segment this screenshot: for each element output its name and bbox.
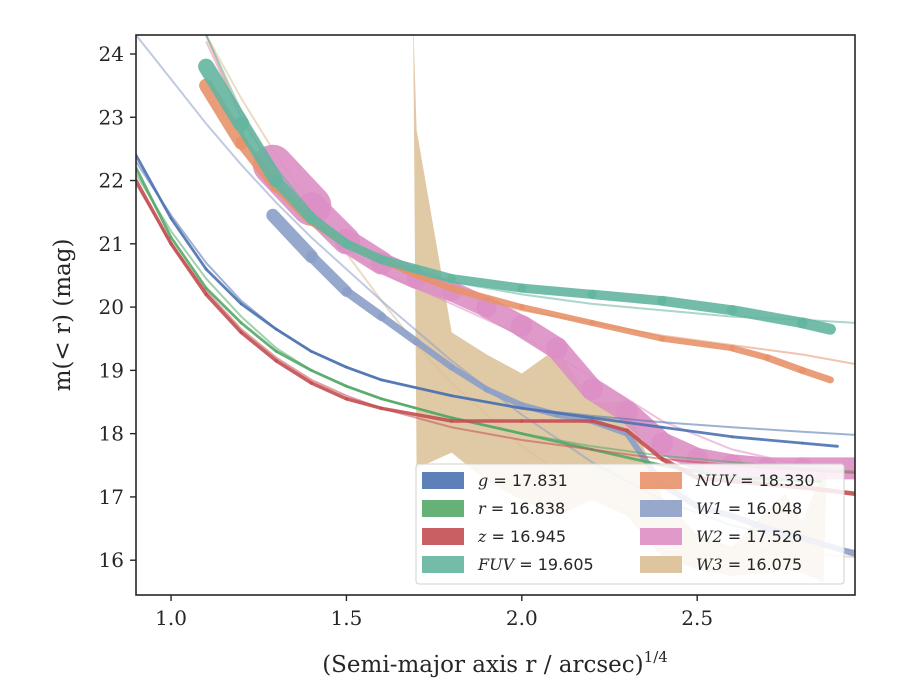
series-NUV-segment <box>413 272 455 292</box>
series-FUV-segment <box>796 317 836 335</box>
y-tick-label: 23 <box>99 105 124 129</box>
series-FUV-segment <box>447 274 527 293</box>
series-g-segment <box>801 441 839 448</box>
series-FUV-segment <box>234 116 284 188</box>
series-W3-band <box>413 35 827 583</box>
series-FUV-fit <box>205 35 855 324</box>
series-g <box>136 153 855 448</box>
series-W1-segment <box>413 338 455 371</box>
y-axis: 16 17 18 19 20 21 22 23 24 <box>99 42 136 572</box>
series-FUV-segment <box>657 295 738 316</box>
series-NUV-segment <box>798 366 834 384</box>
x-tick-label: 1.5 <box>331 606 363 630</box>
series-W1-segment <box>266 208 318 263</box>
y-tick-label: 17 <box>99 485 124 509</box>
series-z-segment <box>204 292 243 335</box>
series-g-segment <box>204 267 243 306</box>
series-r-segment <box>204 286 243 325</box>
series-FUV-segment <box>517 283 597 299</box>
series-FUV-segment <box>270 175 317 224</box>
y-tick-label: 19 <box>99 358 124 382</box>
legend-label-W3: W3 = 16.075 <box>696 555 802 574</box>
series-z-segment <box>239 330 279 363</box>
series-g-segment <box>660 425 734 439</box>
series-z-segment <box>625 428 665 461</box>
series-NUV-segment <box>659 335 736 352</box>
series-NUV-segment <box>763 354 806 374</box>
series-FUV-segment <box>412 264 457 284</box>
series-z-segment <box>379 406 454 423</box>
x-tick-label: 2.0 <box>506 606 538 630</box>
series-NUV-segment <box>448 285 525 311</box>
series-NUV-segment <box>199 78 249 150</box>
legend-label-W2: W2 = 17.526 <box>696 527 802 546</box>
series-r-fit <box>136 173 855 473</box>
series-g-segment <box>590 416 664 429</box>
legend-label-FUV: FUV = 19.605 <box>477 555 594 574</box>
legend-swatch-W2 <box>640 528 682 545</box>
y-tick-label: 20 <box>99 295 124 319</box>
legend-swatch-FUV <box>422 556 464 573</box>
series-W1-segment <box>448 364 490 393</box>
y-axis-label: m(< r) (mag) <box>50 239 76 392</box>
legend-swatch-W3 <box>640 556 682 573</box>
series-r-segment <box>590 448 664 467</box>
legend-swatch-NUV <box>640 472 682 489</box>
series-W1-segment <box>377 312 421 346</box>
legend-swatch-W1 <box>640 500 682 517</box>
series-z-segment <box>274 359 314 385</box>
x-tick-label: 2.5 <box>681 606 713 630</box>
series-W1-segment <box>341 286 386 322</box>
series-g-segment <box>730 435 804 445</box>
legend-frame <box>415 463 845 585</box>
legend-swatch-r <box>422 500 464 517</box>
series-g-fit <box>136 161 855 436</box>
legend-label-r: r = 16.838 <box>478 499 565 518</box>
series-FUV-segment <box>587 289 667 306</box>
series-z-segment <box>590 419 629 433</box>
y-tick-label: 22 <box>99 169 124 193</box>
series-FUV-segment <box>306 213 352 249</box>
series-FUV <box>198 35 855 335</box>
legend-label-g: g = 17.831 <box>478 471 568 490</box>
series-FUV-segment <box>198 58 250 132</box>
y-tick-label: 18 <box>99 422 124 446</box>
series-r-segment <box>239 321 278 353</box>
legend-swatch-g <box>422 472 464 489</box>
series-z-segment <box>309 381 349 401</box>
series-z-fit <box>136 183 855 474</box>
series-r-segment <box>169 236 208 290</box>
series-NUV-segment <box>728 344 771 361</box>
x-tick-label: 1.0 <box>155 606 187 630</box>
series-FUV-segment <box>726 305 808 329</box>
x-axis-label: (Semi-major axis r / arcsec)1/4 <box>322 648 668 678</box>
x-axis-label-superscript: 1/4 <box>644 648 668 666</box>
legend-swatch-z <box>422 528 464 545</box>
y-tick-label: 21 <box>99 232 124 256</box>
series-g-segment <box>169 217 208 271</box>
y-tick-label: 24 <box>99 42 124 66</box>
plot-frame <box>135 34 856 596</box>
legend-label-W1: W1 = 16.048 <box>696 499 802 518</box>
series-W1-segment <box>305 251 352 297</box>
x-axis: 1.0 1.5 2.0 2.5 <box>155 595 713 630</box>
legend: g = 17.831 r = 16.838 z = 16.945 FUV = 19.6… <box>415 463 845 585</box>
legend-label-z: z = 16.945 <box>477 527 566 546</box>
y-tick-label: 16 <box>99 548 124 572</box>
legend-label-NUV: NUV = 18.330 <box>695 471 815 490</box>
